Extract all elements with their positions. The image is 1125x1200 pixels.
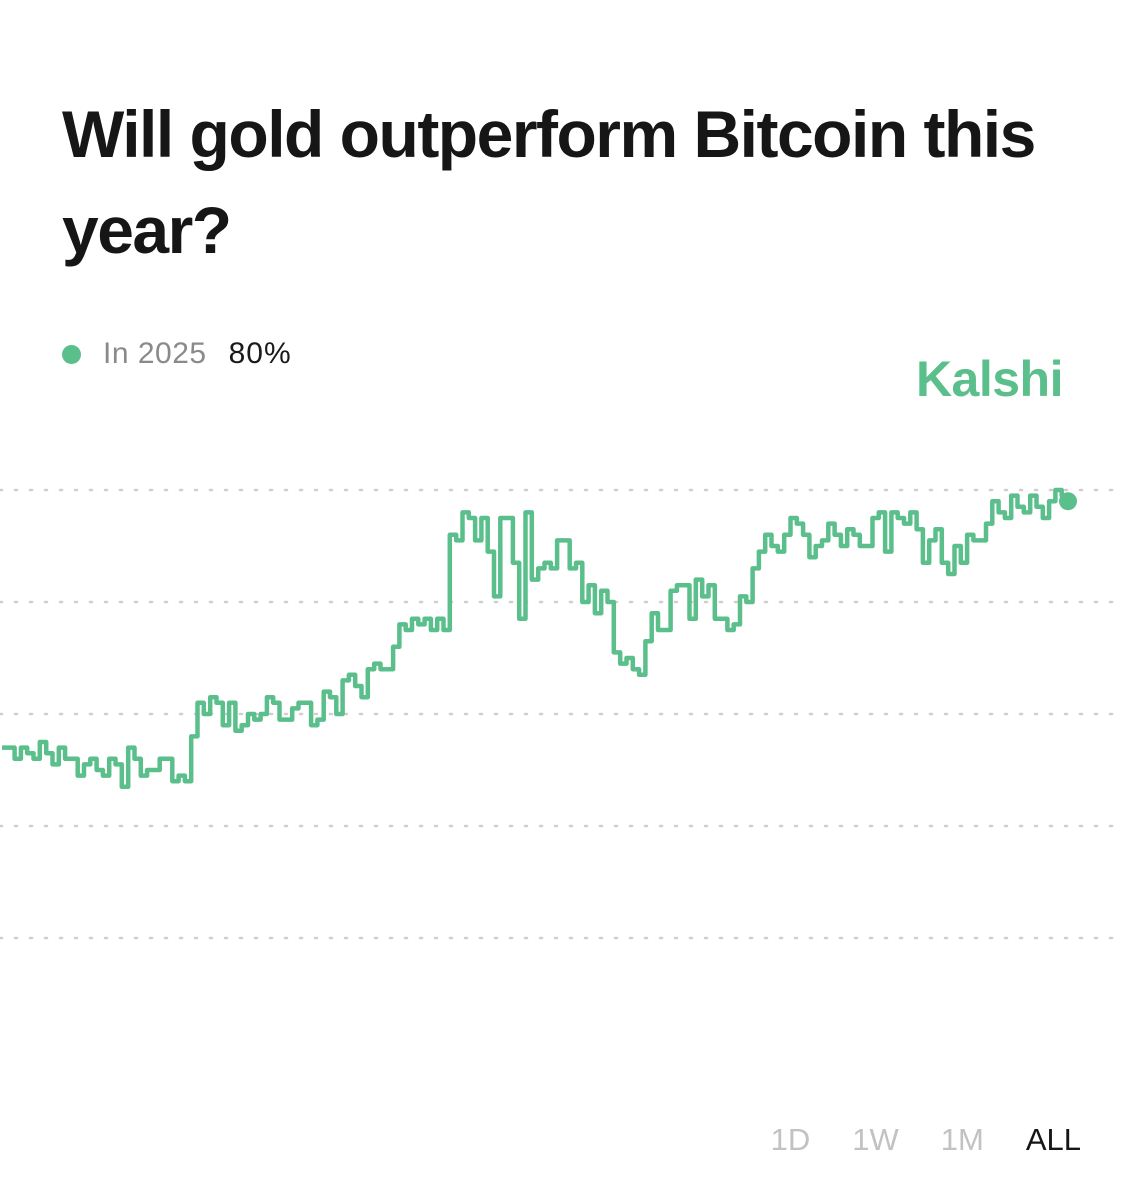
chart-legend: In 2025 80%: [62, 334, 292, 374]
time-range-selector: 1D 1W 1M ALL: [771, 1122, 1081, 1158]
range-all-button[interactable]: ALL: [1025, 1122, 1081, 1157]
range-1w-button[interactable]: 1W: [852, 1122, 899, 1157]
current-value-point: [1059, 492, 1077, 511]
legend-current-value: 80%: [228, 337, 292, 370]
page-title: Will gold outperform Bitcoin this year?: [62, 97, 1036, 267]
range-1m-button[interactable]: 1M: [940, 1122, 984, 1157]
range-1d-button[interactable]: 1D: [770, 1122, 811, 1157]
legend-series-label: In 2025: [103, 337, 207, 370]
series-color-dot: [62, 344, 81, 364]
chart-series: [2, 487, 1077, 790]
brand-logo: Kalshi: [915, 351, 1064, 407]
series-line: [2, 487, 1071, 790]
price-chart: [0, 487, 1125, 940]
